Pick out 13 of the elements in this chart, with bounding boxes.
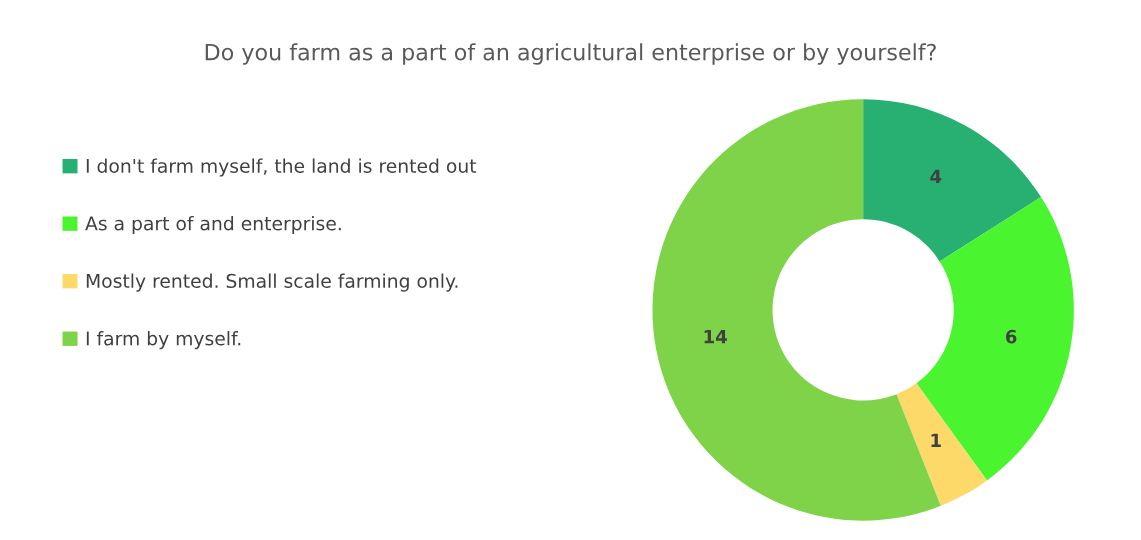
donut-slice	[916, 197, 1074, 481]
data-label: 1	[931, 433, 941, 447]
legend-label: I farm by myself.	[86, 331, 241, 350]
data-label: 14	[704, 330, 727, 344]
legend-label: As a part of and enterprise.	[85, 215, 341, 235]
data-label: 6	[1005, 329, 1017, 344]
donut-slice	[863, 99, 1042, 262]
donut-slice	[896, 383, 988, 506]
donut-slice	[652, 99, 941, 521]
legend-label: I don't farm myself, the land is rented out	[86, 158, 477, 177]
data-label: 4	[930, 169, 942, 183]
legend-label: Mostly rented. Small scale farming only.	[86, 273, 458, 292]
chart-title: Do you farm as a part of an agricultural enterprise or by yourself?	[205, 43, 936, 65]
